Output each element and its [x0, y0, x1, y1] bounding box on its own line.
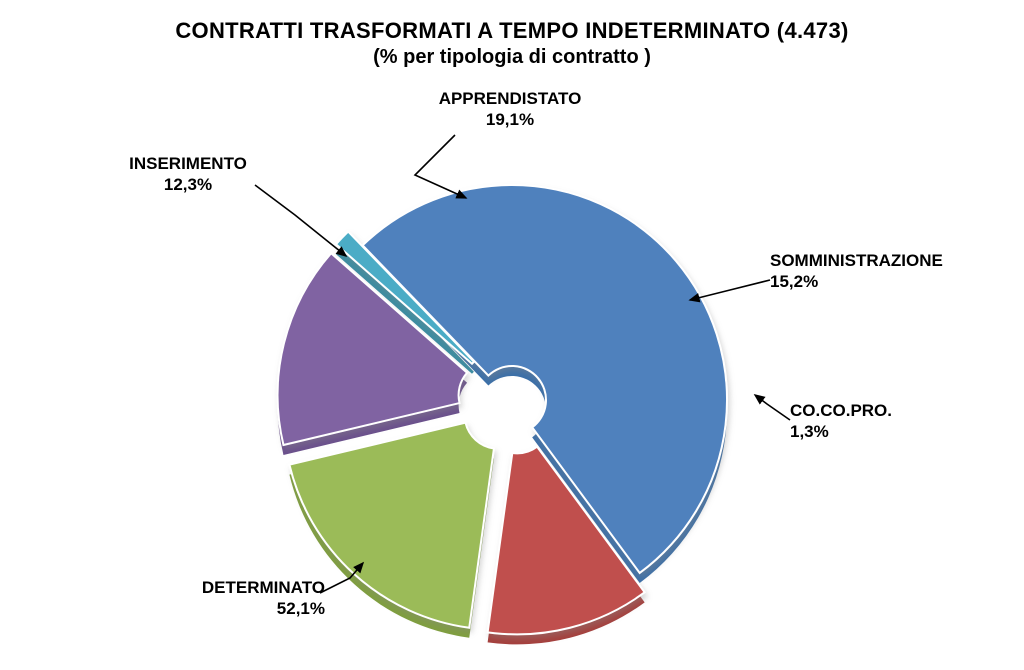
label-inserimento-value: 12,3%	[164, 175, 212, 194]
label-inserimento: INSERIMENTO 12,3%	[98, 153, 278, 196]
label-determinato-value: 52,1%	[277, 599, 325, 618]
leader-cocopro	[755, 395, 790, 420]
label-determinato-name: DETERMINATO	[202, 578, 325, 597]
label-cocopro-value: 1,3%	[790, 422, 829, 441]
label-cocopro: CO.CO.PRO. 1,3%	[790, 400, 950, 443]
pie-chart-container: CONTRATTI TRASFORMATI A TEMPO INDETERMIN…	[0, 0, 1024, 670]
label-somministrazione-name: SOMMINISTRAZIONE	[770, 251, 943, 270]
label-apprendistato-name: APPRENDISTATO	[439, 89, 582, 108]
label-determinato: DETERMINATO 52,1%	[115, 577, 325, 620]
label-cocopro-name: CO.CO.PRO.	[790, 401, 892, 420]
label-apprendistato-value: 19,1%	[486, 110, 534, 129]
label-somministrazione-value: 15,2%	[770, 272, 818, 291]
leader-somministrazione	[690, 280, 770, 300]
label-somministrazione: SOMMINISTRAZIONE 15,2%	[770, 250, 990, 293]
label-inserimento-name: INSERIMENTO	[129, 154, 247, 173]
leader-inserimento	[255, 185, 346, 256]
label-apprendistato: APPRENDISTATO 19,1%	[410, 88, 610, 131]
leader-apprendistato	[415, 135, 466, 198]
